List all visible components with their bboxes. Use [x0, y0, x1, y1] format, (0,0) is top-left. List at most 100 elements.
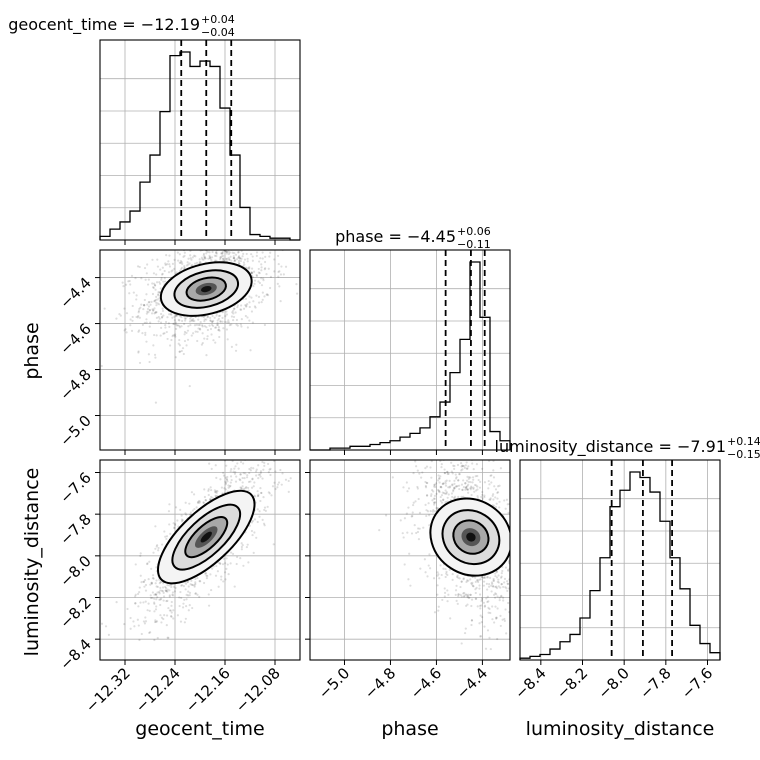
sample-point	[201, 341, 204, 345]
sample-point	[182, 585, 186, 588]
sample-point	[209, 497, 212, 501]
sample-point	[244, 304, 247, 307]
sample-point	[259, 257, 262, 260]
sample-point	[156, 636, 159, 640]
sample-point	[239, 473, 242, 476]
xlabel-phase: phase	[381, 718, 438, 740]
sample-point	[232, 256, 236, 260]
sample-point	[460, 465, 463, 468]
sample-point	[173, 258, 176, 261]
sample-point	[503, 581, 506, 584]
sample-point	[256, 508, 259, 511]
sample-point	[422, 526, 425, 529]
sample-point	[440, 501, 444, 504]
sample-point	[176, 519, 179, 522]
sample-point	[151, 292, 155, 296]
sample-point	[407, 506, 410, 509]
sample-point	[451, 495, 454, 499]
sample-point	[174, 321, 177, 324]
sample-point	[148, 300, 151, 304]
sample-point	[259, 241, 261, 243]
sample-point	[154, 288, 157, 291]
sample-point	[444, 567, 447, 571]
sample-point	[259, 471, 262, 474]
sample-point	[229, 255, 232, 258]
sample-point	[149, 594, 152, 597]
sample-point	[179, 508, 182, 511]
sample-point	[172, 334, 175, 337]
sample-point	[190, 319, 193, 322]
scatter-points	[378, 456, 518, 651]
sample-point	[258, 510, 261, 513]
sample-point	[468, 476, 471, 479]
sample-point	[460, 495, 463, 498]
sample-point	[181, 262, 184, 265]
sample-point	[486, 600, 489, 604]
sample-point	[260, 263, 263, 266]
sample-point	[240, 257, 243, 260]
sample-point	[493, 596, 497, 599]
sample-point	[252, 485, 255, 488]
sample-point	[460, 580, 463, 583]
sample-point	[496, 607, 499, 610]
sample-point	[156, 596, 159, 599]
sample-point	[156, 302, 159, 305]
sample-point	[166, 337, 169, 341]
sample-point	[429, 466, 432, 469]
sample-point	[203, 337, 206, 340]
sample-point	[227, 573, 230, 576]
sample-point	[159, 603, 162, 607]
sample-point	[174, 522, 177, 526]
sample-point	[248, 246, 250, 248]
sample-point	[176, 314, 179, 317]
sample-point	[506, 503, 509, 506]
sample-point	[434, 501, 437, 504]
scatter-panel-geocent-time-phase	[100, 241, 300, 404]
sample-point	[209, 316, 212, 320]
sample-point	[232, 256, 235, 260]
sample-point	[505, 498, 509, 501]
sample-point	[168, 503, 171, 506]
sample-point	[469, 487, 472, 490]
sample-point	[160, 312, 163, 316]
sample-point	[164, 589, 168, 593]
sample-point	[232, 312, 235, 315]
sample-point	[457, 479, 460, 482]
sample-point	[201, 332, 204, 335]
sample-point	[411, 511, 414, 514]
sample-point	[155, 593, 158, 596]
sample-point	[180, 260, 183, 264]
sample-point	[251, 259, 254, 262]
sample-point	[248, 267, 251, 270]
sample-point	[150, 581, 154, 584]
sample-point	[174, 335, 177, 338]
sample-point	[463, 631, 467, 635]
sample-point	[177, 259, 180, 262]
sample-point	[154, 525, 157, 528]
sample-point	[260, 491, 263, 495]
sample-point	[438, 577, 441, 580]
sample-point	[156, 265, 160, 268]
sample-point	[148, 308, 152, 312]
sample-point	[500, 582, 503, 586]
sample-point	[225, 252, 229, 255]
sample-point	[504, 566, 508, 569]
sample-point	[206, 574, 209, 578]
sample-point	[180, 266, 184, 269]
sample-point	[227, 245, 229, 247]
sample-point	[180, 325, 183, 328]
sample-point	[251, 477, 254, 480]
sample-point	[473, 490, 476, 493]
sample-point	[170, 611, 173, 614]
sample-point	[167, 322, 170, 325]
sample-point	[194, 245, 196, 247]
sample-point	[173, 527, 176, 530]
hist-panel-phase-frame	[309, 249, 511, 451]
sample-point	[261, 477, 264, 480]
sample-point	[159, 287, 162, 290]
sample-point	[456, 463, 460, 467]
sample-point	[516, 599, 518, 601]
sample-point	[434, 456, 436, 458]
sample-point	[425, 514, 428, 518]
sample-point	[211, 320, 214, 323]
